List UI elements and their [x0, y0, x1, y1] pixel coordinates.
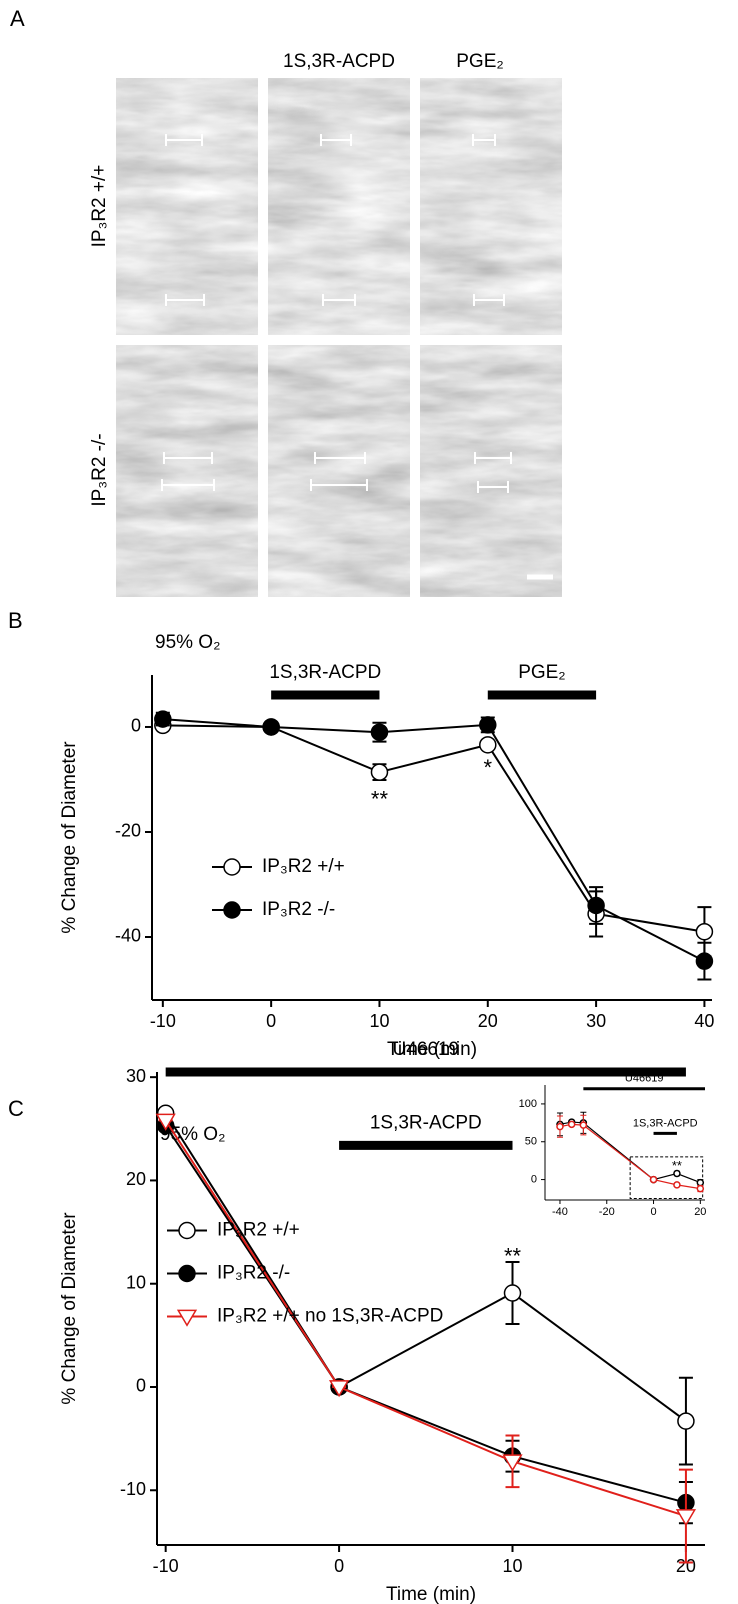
y-tick-label: 0 — [136, 1376, 146, 1396]
treatment-label: 1S,3R-ACPD — [370, 1112, 482, 1133]
treatment-label: U46619 — [625, 1073, 664, 1085]
micrographs — [116, 78, 562, 597]
treatment-label: PGE₂ — [518, 662, 566, 683]
x-tick-label: 30 — [586, 1011, 606, 1031]
column-label: 1S,3R-ACPD — [283, 51, 395, 72]
data-point — [695, 952, 714, 970]
legend-marker — [176, 1309, 198, 1327]
x-tick-label: 10 — [369, 1011, 389, 1031]
legend-label: IP₃R2 -/- — [262, 899, 335, 920]
x-tick-label: -40 — [552, 1206, 568, 1218]
legend-label: IP₃R2 +/+ no 1S,3R-ACPD — [217, 1306, 443, 1327]
x-tick-label: -10 — [153, 1556, 179, 1576]
calipers — [161, 134, 553, 580]
series-line — [164, 1112, 687, 1422]
panel-letter: A — [10, 6, 25, 31]
series-line — [162, 724, 705, 933]
data-point — [696, 1184, 705, 1193]
data-point — [502, 1454, 523, 1472]
data-point — [479, 716, 497, 734]
x-tick-label: 10 — [502, 1556, 522, 1576]
y-axis-title: % Change of Diameter — [59, 1212, 80, 1405]
treatment-label: U46619 — [393, 1039, 460, 1060]
data-point — [155, 1113, 176, 1131]
x-tick-label: 0 — [650, 1206, 656, 1218]
zoom-box — [629, 1156, 704, 1199]
row-label: IP₃R2 +/+ — [89, 165, 110, 248]
significance: ** — [672, 1158, 682, 1173]
y-tick-label: -20 — [115, 821, 141, 841]
x-axis-title: Time (min) — [387, 1039, 477, 1060]
micrograph — [268, 78, 410, 335]
legend-label: IP₃R2 -/- — [217, 1263, 290, 1284]
x-tick-label: -20 — [599, 1206, 615, 1218]
legend-marker — [223, 901, 241, 919]
legend-marker — [223, 858, 241, 876]
data-point — [649, 1175, 658, 1184]
data-point — [695, 922, 714, 941]
x-tick-label: 20 — [478, 1011, 498, 1031]
data-point — [479, 736, 497, 754]
micrograph — [268, 345, 410, 597]
y-tick-label: 20 — [126, 1169, 146, 1189]
data-point — [567, 1120, 576, 1129]
data-point — [370, 763, 389, 781]
y-tick-label: -40 — [115, 926, 141, 946]
y-tick-label: 100 — [519, 1098, 537, 1110]
micrograph — [420, 78, 562, 335]
panel-letter: C — [8, 1096, 24, 1121]
y-tick-label: 10 — [126, 1272, 146, 1292]
treatment-label: 1S,3R-ACPD — [269, 662, 381, 683]
x-tick-label: 20 — [676, 1556, 696, 1576]
data-point — [556, 1122, 564, 1131]
x-tick-label: 0 — [334, 1556, 344, 1576]
x-tick-label: 20 — [694, 1206, 706, 1218]
x-axis-title: Time (min) — [386, 1584, 476, 1604]
y-tick-label: 30 — [126, 1066, 146, 1086]
series-line — [162, 718, 705, 963]
treatment-label: 1S,3R-ACPD — [633, 1117, 698, 1129]
legend-marker — [178, 1221, 196, 1240]
series-line — [164, 1125, 687, 1504]
y-tick-label: 0 — [131, 716, 141, 736]
data-point — [673, 1169, 681, 1178]
data-point — [675, 1509, 697, 1527]
micrograph — [116, 345, 258, 597]
y-tick-label: -10 — [120, 1479, 146, 1499]
y-axis-title: % Change of Diameter — [59, 741, 80, 934]
legend-label: IP₃R2 +/+ — [217, 1220, 300, 1241]
micrograph — [420, 345, 562, 597]
y-tick-label: 50 — [525, 1136, 537, 1148]
row-label: IP₃R2 -/- — [89, 433, 110, 506]
data-point — [677, 1412, 695, 1430]
data-point — [154, 710, 172, 728]
data-point — [673, 1181, 681, 1189]
data-point — [370, 723, 389, 741]
micrograph — [116, 78, 258, 335]
significance: ** — [371, 786, 389, 811]
data-point — [579, 1121, 588, 1129]
significance: * — [484, 755, 493, 780]
x-tick-label: 40 — [694, 1011, 714, 1031]
data-point — [587, 896, 605, 915]
data-point — [328, 1380, 350, 1398]
column-label: PGE₂ — [456, 51, 504, 72]
panel-letter: B — [8, 608, 23, 633]
legend-label: IP₃R2 +/+ — [262, 856, 345, 877]
data-point — [503, 1284, 522, 1302]
data-point — [696, 1178, 705, 1187]
data-point — [262, 718, 280, 736]
chart-title: 95% O₂ — [155, 632, 220, 653]
y-tick-label: 0 — [531, 1173, 537, 1185]
legend-marker — [178, 1264, 196, 1283]
x-tick-label: 0 — [266, 1011, 276, 1031]
series-line — [164, 1119, 687, 1518]
x-tick-label: -10 — [150, 1011, 176, 1031]
